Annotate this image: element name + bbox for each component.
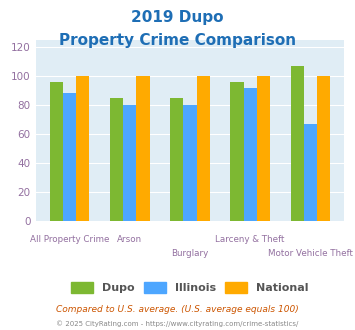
Bar [230, 82, 244, 221]
Legend: Dupo, Illinois, National: Dupo, Illinois, National [67, 278, 313, 298]
Bar [183, 105, 197, 221]
Bar [50, 82, 63, 221]
Bar [197, 76, 210, 221]
Bar [304, 124, 317, 221]
Bar [257, 76, 270, 221]
Bar [170, 98, 183, 221]
Text: © 2025 CityRating.com - https://www.cityrating.com/crime-statistics/: © 2025 CityRating.com - https://www.city… [56, 321, 299, 327]
Text: Larceny & Theft: Larceny & Theft [215, 235, 285, 244]
Bar [63, 93, 76, 221]
Text: All Property Crime: All Property Crime [30, 235, 109, 244]
Bar [123, 105, 136, 221]
Bar [290, 66, 304, 221]
Text: 2019 Dupo: 2019 Dupo [131, 10, 224, 25]
Text: Property Crime Comparison: Property Crime Comparison [59, 33, 296, 48]
Text: Arson: Arson [117, 235, 142, 244]
Text: Burglary: Burglary [171, 249, 208, 258]
Bar [136, 76, 149, 221]
Text: Motor Vehicle Theft: Motor Vehicle Theft [268, 249, 353, 258]
Text: Compared to U.S. average. (U.S. average equals 100): Compared to U.S. average. (U.S. average … [56, 305, 299, 314]
Bar [76, 76, 89, 221]
Bar [110, 98, 123, 221]
Bar [317, 76, 330, 221]
Bar [244, 87, 257, 221]
